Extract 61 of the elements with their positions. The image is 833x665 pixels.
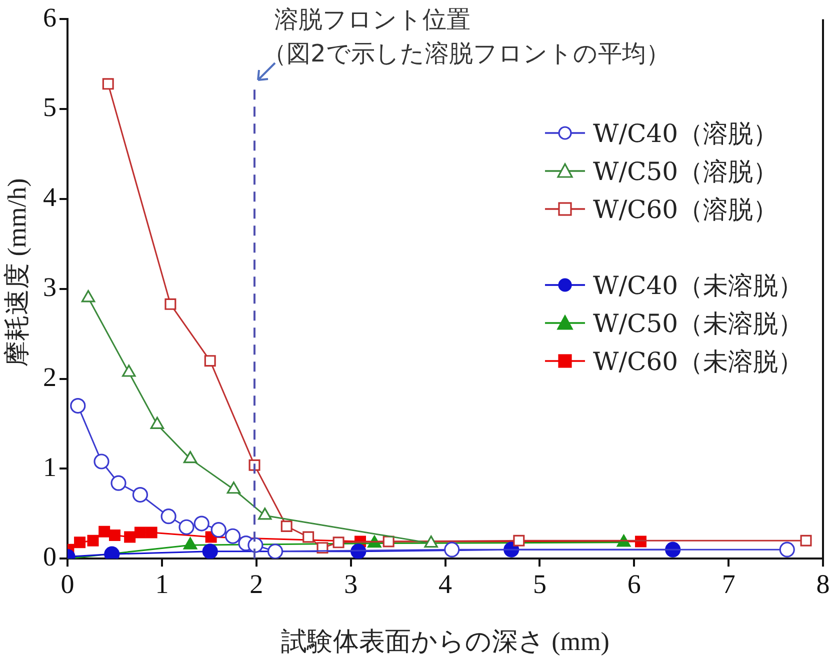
point bbox=[164, 298, 176, 310]
point bbox=[424, 536, 438, 548]
point bbox=[258, 508, 272, 520]
x-tick-label: 4 bbox=[438, 568, 452, 599]
point bbox=[382, 536, 394, 548]
legend-label: W/C40（未溶脱） bbox=[593, 270, 804, 302]
point bbox=[146, 526, 158, 538]
legend-label: W/C60（溶脱） bbox=[593, 194, 778, 226]
point bbox=[332, 536, 344, 548]
point bbox=[204, 355, 216, 367]
point bbox=[183, 451, 198, 464]
legend-label: W/C40（溶脱） bbox=[593, 118, 778, 150]
point bbox=[779, 542, 795, 558]
x-tick-label: 5 bbox=[532, 568, 546, 599]
y-tick-label: 2 bbox=[43, 362, 56, 392]
x-axis-title: 試験体表面からの深さ (mm) bbox=[280, 626, 610, 658]
annotation: （図2で示した溶脱フロントの平均） bbox=[262, 39, 670, 68]
point bbox=[202, 544, 218, 559]
x-tick-label: 6 bbox=[627, 568, 641, 599]
legend-label: W/C50（溶脱） bbox=[593, 156, 778, 188]
point bbox=[248, 537, 264, 553]
point bbox=[267, 544, 284, 559]
y-tick-label: 6 bbox=[43, 2, 56, 32]
point bbox=[74, 536, 86, 548]
point bbox=[224, 528, 241, 544]
legend-label: W/C60（未溶脱） bbox=[593, 346, 804, 378]
point bbox=[444, 542, 460, 558]
point bbox=[210, 522, 226, 538]
x-tick-label: 8 bbox=[816, 568, 830, 599]
y-tick-label: 0 bbox=[43, 542, 56, 572]
y-tick-label: 1 bbox=[43, 452, 56, 482]
point bbox=[800, 534, 812, 546]
legend-label: W/C50（未溶脱） bbox=[593, 308, 804, 340]
point bbox=[94, 454, 110, 470]
x-tick-label: 1 bbox=[155, 568, 169, 599]
point bbox=[513, 534, 525, 546]
point bbox=[108, 529, 120, 541]
x-tick-label: 3 bbox=[344, 568, 358, 599]
point bbox=[102, 78, 114, 90]
point bbox=[160, 508, 176, 524]
x-tick-label: 2 bbox=[250, 568, 264, 599]
point bbox=[110, 475, 126, 491]
point bbox=[122, 364, 136, 377]
y-tick-label: 3 bbox=[43, 272, 56, 302]
point bbox=[70, 398, 86, 414]
point bbox=[280, 520, 292, 532]
y-tick-label: 5 bbox=[43, 92, 56, 122]
y-axis-title: 摩耗速度 (mm/h) bbox=[2, 177, 32, 369]
point bbox=[87, 534, 99, 546]
point bbox=[178, 519, 194, 535]
point bbox=[132, 486, 148, 503]
ref-line-label: 溶脱フロント位置 bbox=[274, 5, 470, 34]
point bbox=[81, 290, 96, 302]
point bbox=[124, 531, 136, 543]
point bbox=[194, 516, 210, 532]
point bbox=[134, 526, 146, 538]
point bbox=[98, 526, 110, 538]
point bbox=[226, 482, 241, 494]
point bbox=[302, 531, 314, 543]
y-tick-label: 4 bbox=[43, 182, 57, 212]
x-tick-label: 7 bbox=[722, 568, 736, 599]
